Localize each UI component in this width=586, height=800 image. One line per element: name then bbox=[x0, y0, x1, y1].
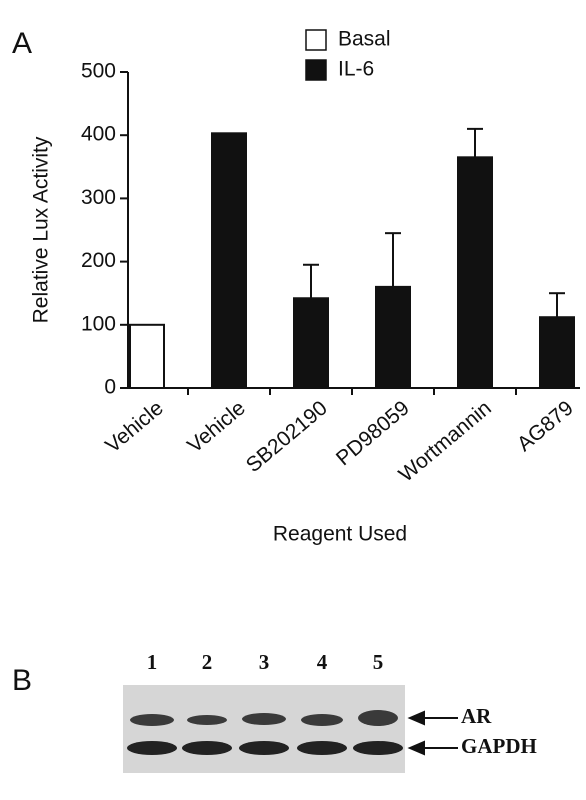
y-tick-label: 300 bbox=[81, 186, 116, 209]
legend-label: Basal bbox=[338, 28, 391, 51]
bar bbox=[376, 287, 410, 388]
y-tick-label: 500 bbox=[81, 60, 116, 83]
band-label: GAPDH bbox=[461, 734, 537, 758]
x-tick-label: AG879 bbox=[513, 396, 578, 456]
legend-label: IL-6 bbox=[338, 58, 374, 81]
x-tick-label: SB202190 bbox=[242, 396, 332, 477]
panel-label: B bbox=[12, 664, 32, 697]
blot bbox=[123, 685, 458, 773]
y-tick-label: 100 bbox=[81, 312, 116, 335]
bar bbox=[540, 317, 574, 388]
bar bbox=[294, 298, 328, 388]
x-tick-label: Vehicle bbox=[101, 396, 168, 457]
arrows bbox=[410, 712, 458, 754]
bar bbox=[212, 133, 246, 388]
x-tick-label: PD98059 bbox=[332, 396, 414, 470]
legend-swatch bbox=[306, 30, 326, 50]
y-axis-label: Relative Lux Activity bbox=[30, 136, 53, 323]
lane-label: 1 bbox=[147, 650, 158, 674]
y-tick-label: 200 bbox=[81, 249, 116, 272]
panel-label: A bbox=[12, 27, 32, 60]
x-axis-label: Reagent Used bbox=[273, 523, 407, 546]
lane-label: 4 bbox=[317, 650, 328, 674]
bar bbox=[130, 325, 164, 388]
x-tick-label: Vehicle bbox=[183, 396, 250, 457]
lane-label: 3 bbox=[259, 650, 270, 674]
figure: A Relative Lux Activity Reagent Used B 0… bbox=[0, 0, 586, 800]
lane-label: 5 bbox=[373, 650, 384, 674]
gapdh-bands bbox=[127, 741, 403, 755]
lane-label: 2 bbox=[202, 650, 213, 674]
y-tick-label: 0 bbox=[104, 376, 116, 399]
bar bbox=[458, 157, 492, 388]
legend-swatch bbox=[306, 60, 326, 80]
blot-membrane bbox=[123, 685, 405, 773]
y-tick-label: 400 bbox=[81, 123, 116, 146]
band-label: AR bbox=[461, 704, 492, 728]
page: {"panel_a_label": "A", "chart_data": {"t… bbox=[0, 0, 586, 800]
